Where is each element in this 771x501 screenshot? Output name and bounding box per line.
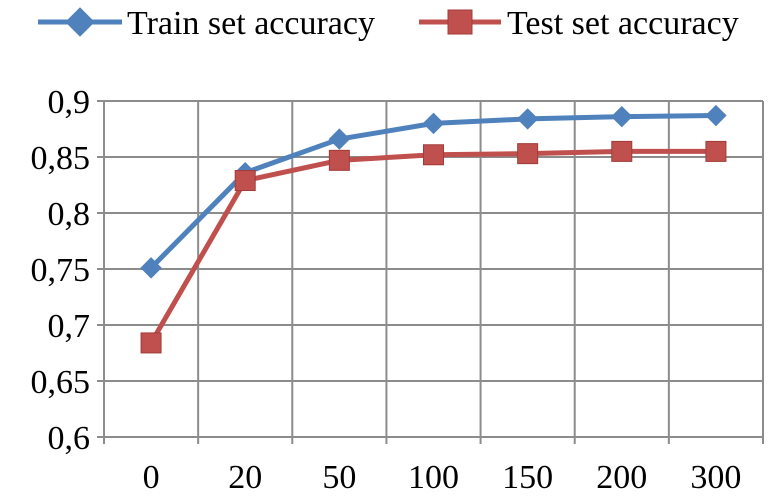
y-tick-label: 0,7: [48, 308, 91, 345]
y-tick-label: 0,75: [31, 252, 91, 289]
x-tick-labels: 0 20 50 100 150 200 300: [143, 459, 742, 496]
data-point-marker: [611, 105, 633, 128]
data-point-marker: [140, 332, 162, 354]
data-point-marker: [705, 104, 727, 127]
legend: Train set accuracy Test set accuracy: [38, 5, 739, 42]
y-tick-label: 0,8: [48, 196, 91, 233]
x-tick-label: 150: [502, 459, 553, 496]
x-tick-label: 200: [596, 459, 647, 496]
data-point-marker: [516, 108, 539, 130]
y-tick-label: 0,9: [48, 84, 91, 121]
data-point-marker: [423, 144, 444, 166]
x-tick-label: 300: [690, 459, 741, 496]
y-tick-label: 0,85: [31, 140, 91, 177]
data-point-marker: [140, 257, 162, 279]
y-tick-label: 0,65: [31, 364, 91, 401]
data-point-marker: [705, 140, 727, 162]
data-point-marker: [422, 112, 445, 135]
data-point-marker: [234, 170, 256, 192]
legend-label: Test set accuracy: [507, 5, 739, 42]
legend-item: Train set accuracy: [38, 5, 375, 42]
legend-label: Train set accuracy: [127, 5, 375, 42]
legend-marker: [447, 9, 473, 35]
x-tick-label: 0: [143, 459, 160, 496]
series-train: [140, 104, 727, 279]
legend-marker: [65, 7, 95, 37]
data-point-marker: [328, 128, 351, 150]
x-tick-label: 100: [408, 459, 459, 496]
x-tick-label: 50: [322, 459, 356, 496]
data-point-marker: [328, 149, 350, 171]
y-tick-label: 0,6: [48, 420, 91, 457]
data-point-marker: [517, 143, 539, 165]
series-layer: [140, 104, 727, 354]
x-tick-label: 20: [228, 459, 262, 496]
legend-item: Test set accuracy: [419, 5, 739, 42]
axes: [97, 100, 764, 444]
data-point-marker: [611, 140, 633, 162]
series-line: [149, 113, 716, 270]
y-tick-labels: 0,9 0,85 0,8 0,75 0,7 0,65 0,6: [31, 84, 91, 457]
series-test: [140, 140, 727, 354]
